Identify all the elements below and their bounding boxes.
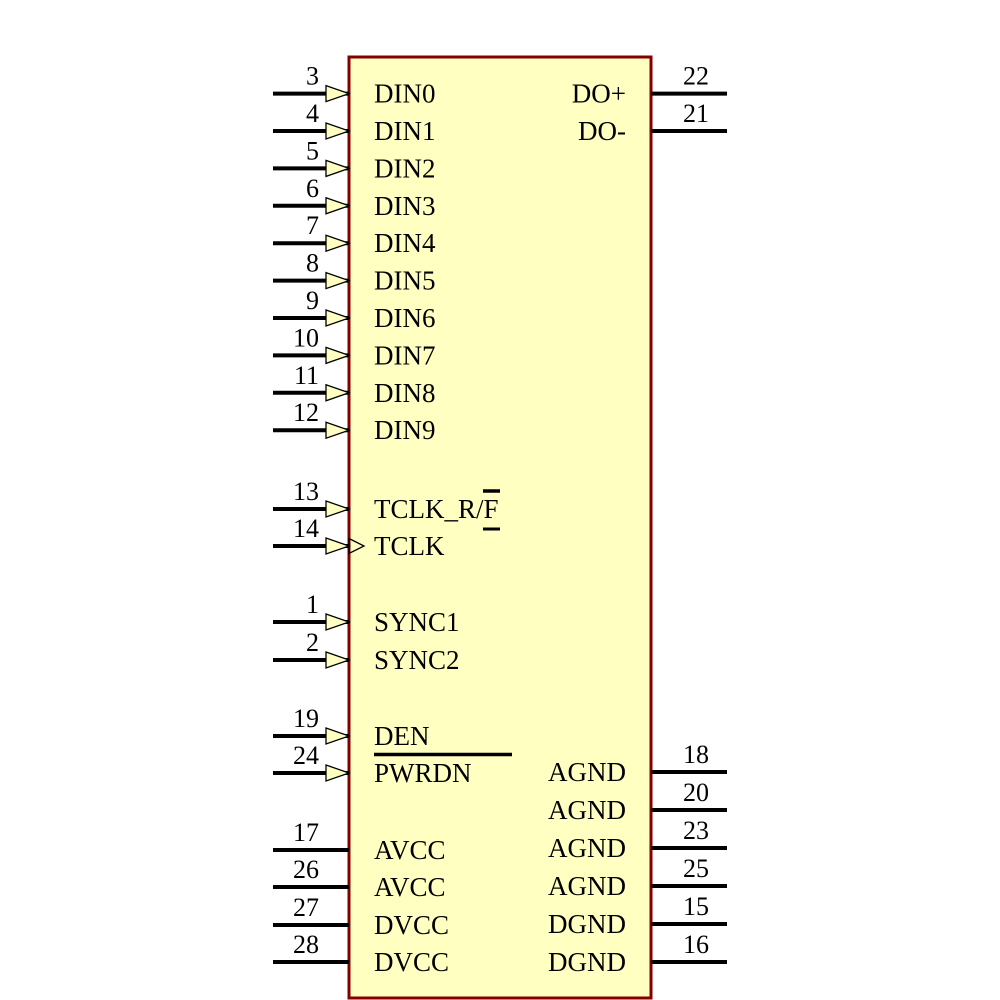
svg-text:PWRDN: PWRDN [374,758,472,788]
svg-text:16: 16 [683,930,709,959]
svg-text:AVCC: AVCC [374,835,446,865]
svg-text:24: 24 [293,741,319,770]
svg-text:DO+: DO+ [572,79,626,109]
svg-text:1: 1 [306,590,319,619]
svg-text:DIN6: DIN6 [374,303,436,333]
svg-text:DEN: DEN [374,721,430,751]
svg-text:22: 22 [683,62,709,91]
svg-text:AGND: AGND [548,833,626,863]
svg-text:AGND: AGND [548,795,626,825]
svg-text:DIN5: DIN5 [374,266,436,296]
svg-text:18: 18 [683,740,709,769]
svg-text:8: 8 [306,249,319,278]
svg-text:6: 6 [306,174,319,203]
svg-text:12: 12 [293,398,319,427]
svg-text:21: 21 [683,99,709,128]
svg-text:TCLK: TCLK [374,531,445,561]
svg-text:7: 7 [306,211,319,240]
svg-text:AVCC: AVCC [374,872,446,902]
svg-text:23: 23 [683,816,709,845]
svg-text:AGND: AGND [548,757,626,787]
svg-text:14: 14 [293,514,319,543]
svg-text:15: 15 [683,892,709,921]
svg-text:DGND: DGND [548,947,626,977]
svg-text:13: 13 [293,477,319,506]
svg-text:11: 11 [294,361,319,390]
svg-text:25: 25 [683,854,709,883]
svg-text:DIN1: DIN1 [374,116,436,146]
svg-text:DIN9: DIN9 [374,415,436,445]
svg-text:SYNC1: SYNC1 [374,607,460,637]
svg-text:AGND: AGND [548,871,626,901]
svg-text:2: 2 [306,628,319,657]
svg-text:DGND: DGND [548,909,626,939]
svg-text:20: 20 [683,778,709,807]
svg-text:4: 4 [306,99,319,128]
svg-text:DVCC: DVCC [374,947,449,977]
svg-text:DIN0: DIN0 [374,79,436,109]
svg-text:19: 19 [293,704,319,733]
svg-text:3: 3 [306,62,319,91]
svg-text:DO-: DO- [578,116,626,146]
svg-text:10: 10 [293,323,319,352]
svg-text:DIN8: DIN8 [374,378,436,408]
svg-text:DIN2: DIN2 [374,153,436,183]
svg-text:17: 17 [293,818,319,847]
svg-text:DIN3: DIN3 [374,191,436,221]
svg-text:DIN7: DIN7 [374,340,436,370]
svg-text:9: 9 [306,286,319,315]
svg-text:SYNC2: SYNC2 [374,645,460,675]
svg-text:26: 26 [293,855,319,884]
svg-text:27: 27 [293,893,319,922]
svg-text:5: 5 [306,136,319,165]
svg-text:28: 28 [293,930,319,959]
svg-text:DVCC: DVCC [374,910,449,940]
svg-text:TCLK_R/F: TCLK_R/F [374,494,499,524]
svg-text:DIN4: DIN4 [374,228,436,258]
